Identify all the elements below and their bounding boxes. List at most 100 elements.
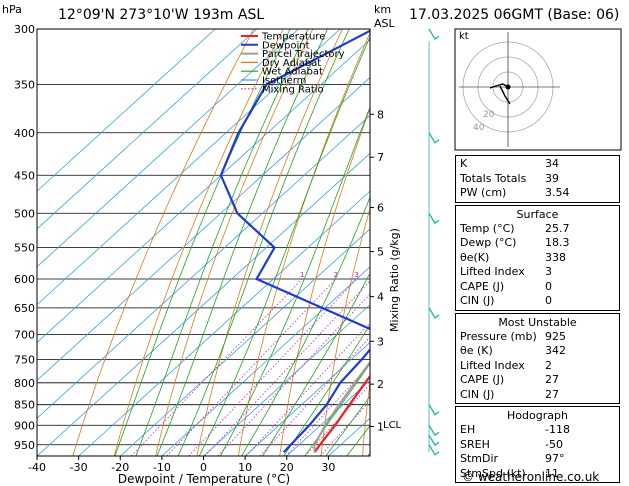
x-tick-label: -10 (153, 461, 171, 474)
wet-adiabat (219, 106, 370, 456)
wind-barb (428, 132, 440, 144)
mixing-ratio-label: 5 (382, 271, 386, 279)
series-dewpoint (219, 29, 370, 454)
legend-label: Dewpoint (262, 40, 310, 51)
dry-adiabat (320, 207, 370, 456)
index-value: -50 (545, 437, 563, 451)
index-row: θe(K) 338 (460, 251, 615, 266)
pressure-tick-label: 550 (14, 242, 35, 255)
km-tick-label: 2 (377, 378, 384, 391)
isotherm (37, 39, 370, 344)
index-row: CIN (J) 27 (460, 388, 615, 403)
index-row: Totals Totals 39 (460, 172, 615, 187)
isotherm (244, 341, 370, 456)
legend-label: Wet Adiabat (262, 67, 323, 78)
index-row: Dewp (°C) 18.3 (460, 236, 615, 251)
series-temperature (313, 374, 370, 453)
index-label: K (460, 157, 468, 170)
hodograph-ring-label: 20 (483, 110, 495, 120)
index-row: CAPE (J) 0 (460, 280, 615, 295)
lcl-label: LCL (383, 420, 402, 431)
hodograph-storm-motion (505, 84, 511, 90)
dry-adiabat (362, 379, 370, 456)
index-value: 2 (545, 358, 552, 372)
pressure-tick-label: 850 (14, 399, 35, 412)
copyright-text: © weatheronline.co.uk (462, 470, 600, 484)
hodograph-ring-label: 40 (473, 123, 485, 133)
index-value: 925 (545, 329, 566, 343)
mixing-ratio-label: 2 (334, 271, 338, 279)
index-value: 27 (545, 387, 559, 401)
surface-box: Surface Temp (°C) 25.7 Dewp (°C) 18.3 θe(K) 33… (455, 204, 620, 311)
x-tick-label: -20 (111, 461, 129, 474)
mixing-ratio-label: 3 (355, 271, 359, 279)
index-row: Lifted Index 3 (460, 265, 615, 280)
isotherm (119, 228, 370, 456)
index-value: 18.3 (545, 236, 570, 249)
km-tick-label: 8 (377, 108, 384, 121)
isotherm (37, 29, 341, 306)
index-row: CIN (J) 0 (460, 294, 615, 309)
legend-label: Mixing Ratio (262, 84, 324, 95)
index-row: θe (K) 342 (460, 344, 615, 359)
index-value: 34 (545, 157, 559, 170)
index-value: 97° (545, 452, 565, 465)
pressure-unit: hPa (2, 3, 22, 16)
index-label: CIN (J) (460, 387, 495, 401)
index-value: 0 (545, 279, 552, 293)
pressure-tick-label: 800 (14, 377, 35, 390)
mixing-ratio-label: 8 (409, 271, 413, 279)
mixing-ratio-line (259, 336, 370, 456)
index-row: SREH -50 (460, 438, 615, 453)
pressure-tick-label: 750 (14, 354, 35, 367)
mixing-ratio-line (304, 383, 370, 456)
x-tick-label: 10 (238, 461, 252, 474)
wind-barb (428, 434, 440, 447)
legend-label: Parcel Trajectory (262, 49, 345, 60)
index-label: Pressure (mb) (460, 329, 537, 343)
x-tick-label: 20 (280, 461, 294, 474)
index-label: CIN (J) (460, 294, 495, 307)
hodograph-unit-label: kt (459, 31, 469, 42)
mixing-ratio-label: 4 (370, 271, 375, 279)
km-label: km (374, 3, 392, 16)
wind-barb (428, 212, 440, 225)
datetime-title: 17.03.2025 06GMT (Base: 06) (409, 7, 620, 23)
index-row: PW (cm) 3.54 (460, 186, 615, 201)
index-label: SREH (460, 437, 490, 451)
mixing-ratio-line (130, 278, 303, 456)
mixing-ratio-label: 15 (444, 271, 453, 279)
index-label: StmSpd (kt) (460, 466, 526, 480)
isotherm (37, 152, 370, 456)
wind-barbs (428, 28, 440, 456)
pressure-tick-label: 500 (14, 207, 35, 220)
index-value: 27 (545, 373, 559, 386)
mixing-ratio-label: 10 (420, 271, 429, 279)
wet-adiabat (241, 196, 370, 456)
index-row: StmSpd (kt) 11 (460, 467, 615, 482)
index-row: StmDir 97° (460, 452, 615, 467)
index-row: Temp (°C) 25.7 (460, 222, 615, 237)
hodograph-box: Hodograph EH -118 SREH -50 StmDir 97° StmSpd (k… (455, 406, 620, 483)
mixing-ratio-line (319, 400, 370, 456)
wet-adiabat (283, 324, 370, 456)
index-row: EH -118 (460, 423, 615, 438)
pressure-tick-label: 400 (14, 127, 35, 140)
wind-barb (428, 28, 440, 41)
mixing-ratio-line (217, 293, 370, 456)
box-title: Hodograph (507, 409, 568, 422)
index-label: θe (K) (460, 344, 493, 357)
isotherm (37, 29, 299, 268)
hodograph: kt 40 20 (454, 28, 622, 151)
legend-label: Isotherm (262, 76, 306, 87)
indices-panel: K 34 Totals Totals 39 PW (cm) 3.54 Surface Tem… (455, 155, 620, 485)
isotherm (37, 29, 258, 230)
box-title: Surface (516, 207, 559, 221)
km-tick-label: 6 (377, 201, 384, 214)
wet-adiabat (177, 29, 350, 456)
pressure-tick-label: 700 (14, 329, 35, 342)
wind-barb (428, 307, 440, 319)
index-label: Lifted Index (460, 358, 525, 372)
isotherm (37, 114, 370, 419)
